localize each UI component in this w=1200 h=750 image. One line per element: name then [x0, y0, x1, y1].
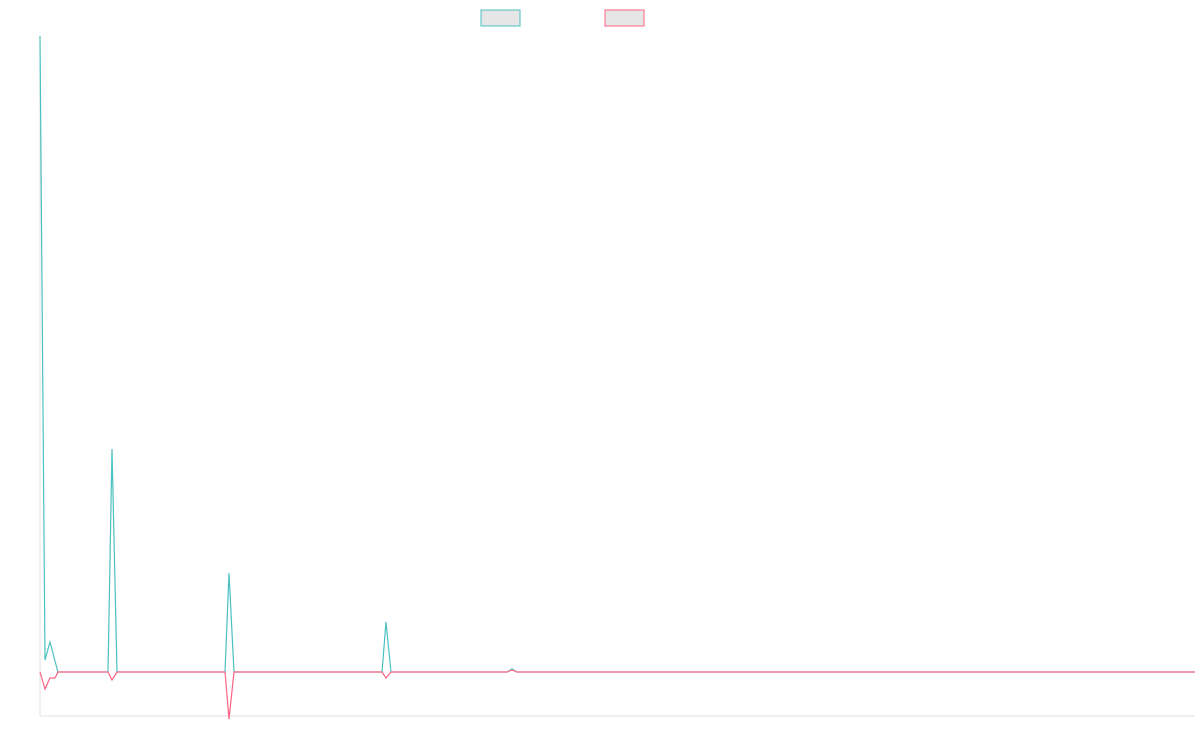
plot-area [39, 35, 1195, 720]
legend-swatch [604, 9, 645, 27]
legend-swatch [480, 9, 521, 27]
line-series [39, 35, 1195, 673]
legend [480, 9, 645, 27]
line-series [39, 669, 1195, 720]
